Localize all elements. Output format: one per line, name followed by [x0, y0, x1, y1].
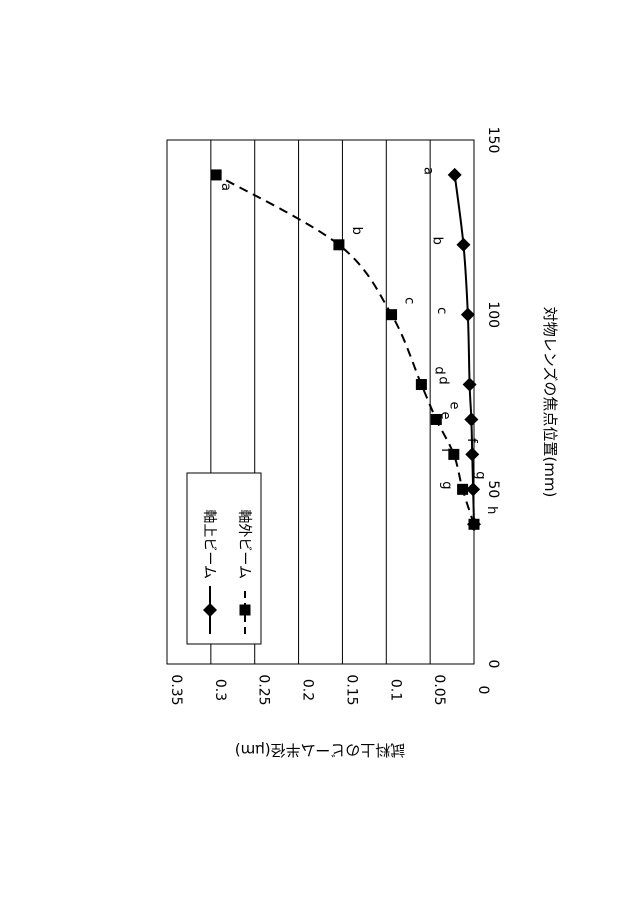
y-tick-label: 0.1 — [387, 679, 403, 701]
point-label: c — [434, 307, 449, 314]
point-label: a — [218, 183, 233, 191]
data-point — [456, 238, 470, 252]
series-line — [455, 175, 474, 524]
point-label: b — [349, 227, 364, 235]
point-label: d — [431, 366, 446, 374]
data-point — [463, 378, 477, 392]
data-point — [386, 309, 397, 320]
x-tick-label: 150 — [485, 127, 501, 154]
data-point — [333, 239, 344, 250]
point-label: c — [402, 297, 417, 304]
legend-label: 軸外ビーム — [236, 509, 252, 579]
y-tick-label: 0.05 — [431, 674, 447, 705]
data-point — [431, 414, 442, 425]
point-label: g — [439, 481, 454, 489]
x-tick-label: 0 — [485, 660, 501, 669]
data-point — [461, 308, 475, 322]
y-tick-label: 0.3 — [212, 679, 228, 701]
y-tick-label: 0.2 — [300, 679, 316, 701]
x-tick-label: 100 — [485, 301, 501, 328]
data-point — [416, 379, 427, 390]
data-point — [457, 484, 468, 495]
point-label: h — [484, 506, 499, 514]
point-label: f — [464, 438, 479, 443]
data-point — [448, 168, 462, 182]
point-label: g — [473, 471, 488, 479]
data-point — [466, 482, 480, 496]
data-point — [464, 412, 478, 426]
point-label: e — [446, 401, 461, 409]
y-axis-label: 試料上のビーム半径(μm) — [235, 741, 405, 759]
x-tick-label: 50 — [485, 480, 501, 498]
point-label: d — [436, 376, 451, 384]
data-point — [465, 447, 479, 461]
x-axis-label: 対物レンズの焦点位置(mm) — [541, 307, 559, 498]
data-point — [469, 519, 480, 530]
legend-marker — [240, 605, 251, 616]
y-tick-label: 0.35 — [168, 674, 184, 705]
data-point — [448, 449, 459, 460]
point-label: a — [421, 167, 436, 175]
y-tick-label: 0.15 — [343, 674, 359, 705]
point-label: b — [429, 237, 444, 245]
data-point — [211, 169, 222, 180]
legend: 軸上ビーム 軸外ビーム — [187, 473, 261, 644]
legend-label: 軸上ビーム — [201, 509, 217, 579]
y-tick-label: 0.25 — [256, 674, 272, 705]
y-tick-label: 0 — [475, 686, 491, 695]
